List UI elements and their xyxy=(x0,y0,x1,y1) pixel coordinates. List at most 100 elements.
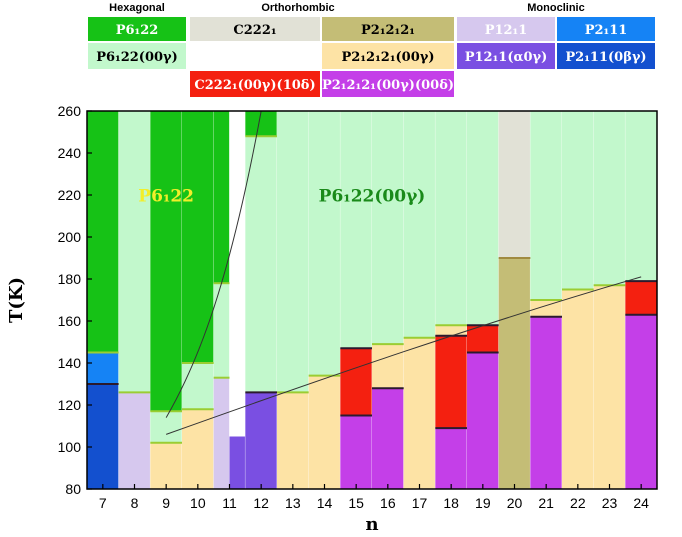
legend-group-2: Monoclinic xyxy=(527,2,584,14)
legend-group-1: Orthorhombic xyxy=(261,2,334,14)
trend-lines xyxy=(165,110,642,435)
x-tick-label-9: 9 xyxy=(162,495,170,511)
plot-frame xyxy=(86,110,658,490)
y-tick-label-240: 240 xyxy=(58,145,82,161)
y-tick-label-200: 200 xyxy=(58,229,82,245)
phase-segment-n18-P212121_00g_00d xyxy=(435,428,467,489)
legend-swatch-P6122 xyxy=(88,17,186,41)
phase-segment-n16-P212121_00g_00d xyxy=(372,388,404,489)
phase-segment-n11.5-P1211_a0g xyxy=(229,436,246,489)
phase-segment-n16-P212121_00g xyxy=(372,344,404,389)
phase-segment-n10-P212121_00g xyxy=(182,409,214,489)
x-tick-label-17: 17 xyxy=(412,495,428,511)
phase-segment-n7-P6122 xyxy=(87,111,119,353)
x-tick-label-16: 16 xyxy=(380,495,396,511)
y-axis: 80 100 120 140 160 180 200 220 240 260 xyxy=(58,103,92,497)
legend-swatch-C2221 xyxy=(190,17,320,41)
legend-swatch-P1211_a0g xyxy=(457,43,555,69)
phase-segment-n17-P6122_00g xyxy=(403,111,436,338)
phase-segment-n22-P212121_00g xyxy=(562,289,594,489)
phase-segment-n15-C2221_00g_10d xyxy=(340,348,372,416)
legend-label-P1211: P12₁1 xyxy=(485,23,528,38)
phase-segment-n9-P212121_00g xyxy=(150,442,182,489)
x-tick-label-8: 8 xyxy=(131,495,139,511)
legend-swatch-P2111 xyxy=(557,17,655,41)
phase-segment-n12-P6122_00g xyxy=(245,136,277,393)
x-tick-label-11: 11 xyxy=(222,495,237,511)
x-tick-label-13: 13 xyxy=(285,495,301,511)
x-axis: 7 8 9 10 11 12 13 14 15 16 17 18 19 20 21 22 23 24 xyxy=(99,484,649,511)
x-tick-label-14: 14 xyxy=(317,495,333,511)
phase-segment-n20-C2221 xyxy=(498,111,531,258)
legend-label-P6122: P6₁22 xyxy=(116,23,159,38)
phase-segment-n17-P212121_00g xyxy=(403,337,436,489)
legend-label-P212121_00g_00d: P2₁2₁2₁(00γ)(00δ) xyxy=(322,78,454,93)
y-tick-label-80: 80 xyxy=(65,481,81,497)
phase-segment-n12-P6122 xyxy=(245,111,277,137)
phase-segment-n16-P6122_00g xyxy=(372,111,404,345)
trend-line-1 xyxy=(165,276,642,435)
x-tick-label-19: 19 xyxy=(475,495,491,511)
annotation-0: P6₁22 xyxy=(138,186,194,206)
phase-segment-n19-P6122_00g xyxy=(467,111,499,326)
phase-segment-n10-P6122 xyxy=(182,111,214,363)
legend-label-C2221: C222₁ xyxy=(233,23,276,38)
phase-segment-n15-P6122_00g xyxy=(340,111,372,349)
x-tick-label-24: 24 xyxy=(633,495,649,511)
phase-segment-n24-P212121_00g_00d xyxy=(625,314,657,489)
phase-segment-n9-P6122_00g xyxy=(150,411,182,443)
x-tick-label-18: 18 xyxy=(443,495,459,511)
x-tick-label-7: 7 xyxy=(99,495,107,511)
legend-swatch-C2221_00g_10d xyxy=(190,71,320,97)
phase-segment-n21-P6122_00g xyxy=(530,111,562,300)
y-axis-label: T(K) xyxy=(6,277,27,323)
phase-segment-n11-P1211 xyxy=(213,377,230,489)
legend-swatch-P2111_0bg xyxy=(557,43,655,69)
legend-swatch-P212121_00g_00d xyxy=(322,71,454,97)
phase-segment-n23-P212121_00g xyxy=(593,285,626,489)
phase-segment-n13-P6122_00g xyxy=(277,111,309,393)
legend-label-P2111: P2₁11 xyxy=(585,23,628,38)
y-tick-label-160: 160 xyxy=(58,313,82,329)
y-tick-label-100: 100 xyxy=(58,439,82,455)
y-tick-label-260: 260 xyxy=(58,103,82,119)
phase-segment-n14-P6122_00g xyxy=(308,111,341,376)
x-tick-label-10: 10 xyxy=(190,495,206,511)
legend-label-P1211_a0g: P12₁1(α0γ) xyxy=(465,50,548,65)
phase-segment-n18-P212121_00g xyxy=(435,325,467,336)
phase-segment-n10-P6122_00g xyxy=(182,363,214,410)
phase-segment-n15-P212121_00g_00d xyxy=(340,415,372,489)
annotations: P6₁22 P6₁22(00γ) xyxy=(138,186,425,206)
phase-segment-n24-C2221_00g_10d xyxy=(625,281,657,315)
x-tick-label-15: 15 xyxy=(348,495,364,511)
y-tick-label-120: 120 xyxy=(58,397,82,413)
legend-swatch-P6122_00g xyxy=(88,43,186,69)
phase-segment-n22-P6122_00g xyxy=(562,111,594,290)
phase-segment-n7-P2111_0bg xyxy=(87,384,119,489)
y-tick-label-140: 140 xyxy=(58,355,82,371)
phase-segment-n11-P6122 xyxy=(213,111,230,284)
legend-label-P6122_00g: P6₁22(00γ) xyxy=(96,50,178,65)
phase-segment-n12-P1211_a0g xyxy=(245,392,277,489)
phase-segment-n23-P6122_00g xyxy=(593,111,626,286)
legend-group-0: Hexagonal xyxy=(109,2,165,14)
phase-segment-n14-P212121_00g xyxy=(308,375,341,489)
x-tick-label-12: 12 xyxy=(253,495,269,511)
phase-segment-n11-P6122_00g xyxy=(213,283,230,378)
legend-label-P212121: P2₁2₁2₁ xyxy=(361,23,415,38)
legend-label-P212121_00g: P2₁2₁2₁(00γ) xyxy=(342,50,435,65)
legend-label-P2111_0bg: P2₁11(0βγ) xyxy=(565,50,646,65)
x-tick-label-20: 20 xyxy=(507,495,523,511)
y-tick-label-180: 180 xyxy=(58,271,82,287)
y-tick-label-220: 220 xyxy=(58,187,82,203)
phase-segment-n24-P6122_00g xyxy=(625,111,657,282)
x-tick-label-22: 22 xyxy=(570,495,586,511)
plot-area: P6₁22 P6₁22(00γ) xyxy=(86,110,658,490)
trend-line-0 xyxy=(165,110,262,418)
legend-swatch-P212121_00g xyxy=(322,43,454,69)
phase-segment-n20-P212121 xyxy=(498,258,531,489)
phase-boundaries xyxy=(87,135,657,444)
phase-segment-n21-P212121_00g_00d xyxy=(530,316,562,489)
phase-segment-n21-P212121_00g xyxy=(530,300,562,317)
